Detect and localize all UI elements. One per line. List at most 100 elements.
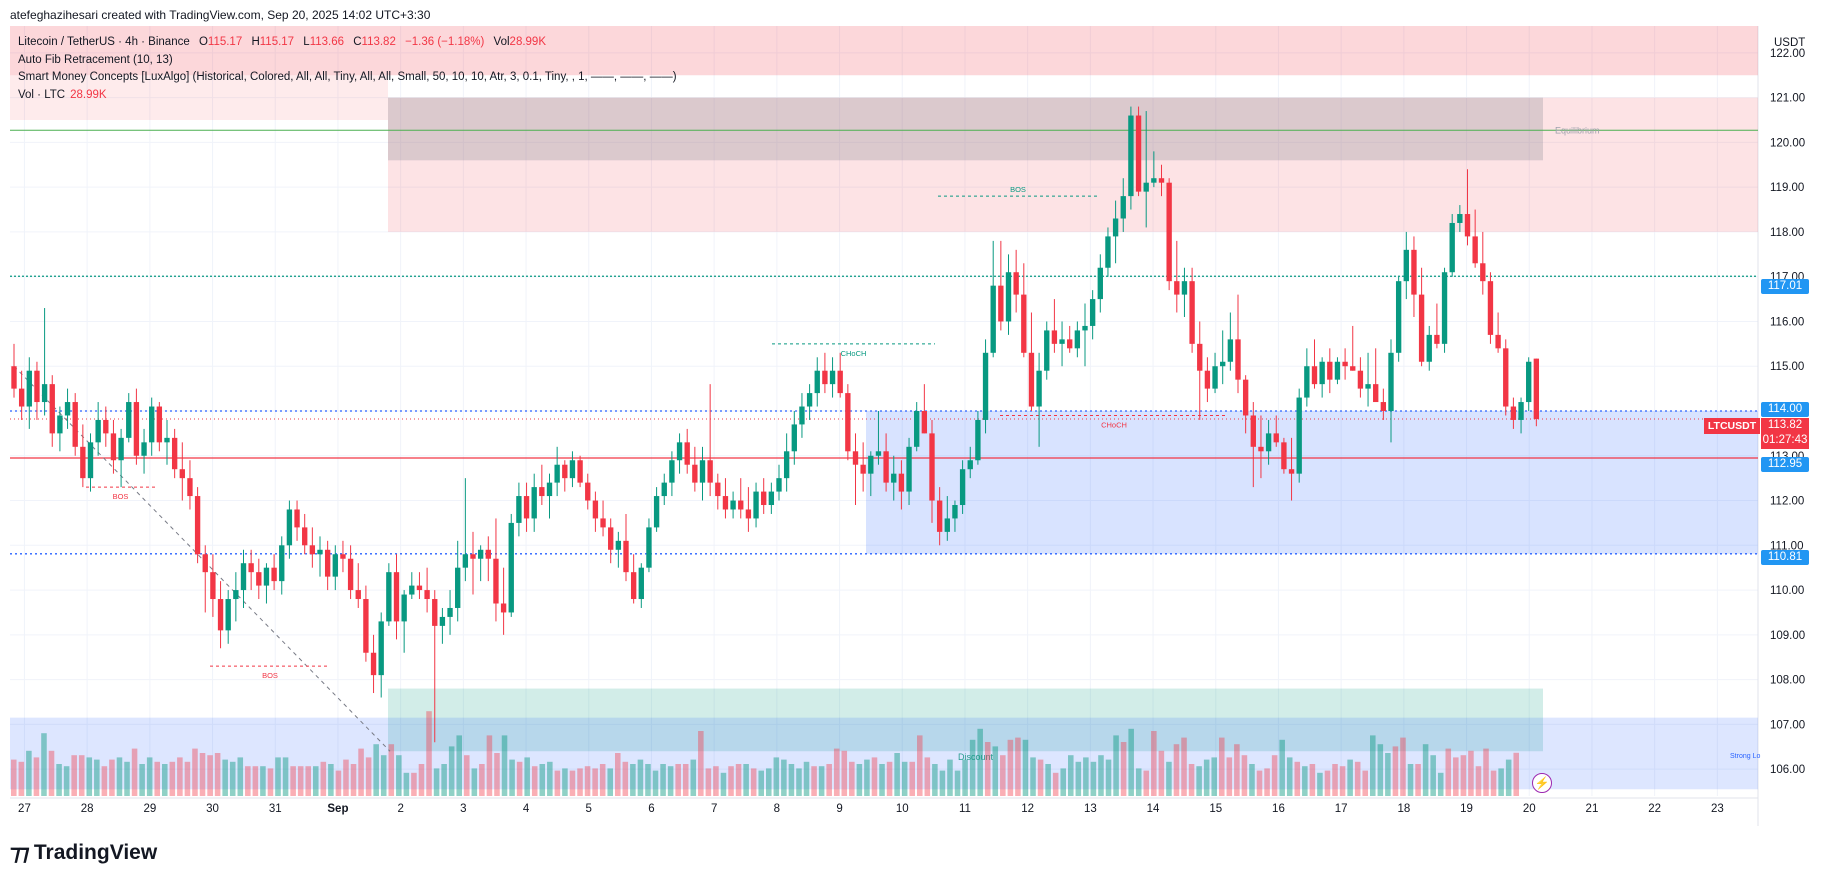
candle-body xyxy=(432,599,438,626)
legend-indicator-smc[interactable]: Smart Money Concepts [LuxAlgo] (Historic… xyxy=(18,71,677,83)
volume-bar xyxy=(139,764,145,796)
candle-body xyxy=(279,545,285,582)
tradingview-logo-icon: ⁊⁊ xyxy=(10,840,30,865)
volume-bar xyxy=(1415,764,1421,796)
candle-body xyxy=(875,451,882,456)
candle-body xyxy=(1105,236,1111,268)
legend-symbol[interactable]: Litecoin / TetherUS · 4h · Binance xyxy=(18,36,190,48)
volume-bar xyxy=(18,761,25,796)
price-tick-label: 110.00 xyxy=(1770,585,1804,597)
candle-body xyxy=(653,496,660,528)
date-tick-label: 2 xyxy=(397,803,403,815)
volume-bar xyxy=(728,766,734,796)
volume-bar xyxy=(290,766,296,796)
candle-body xyxy=(141,442,147,456)
volume-bar xyxy=(1362,770,1368,796)
date-tick-label: 5 xyxy=(586,803,592,815)
legend-indicator-fib[interactable]: Auto Fib Retracement (10, 13) xyxy=(18,53,173,66)
volume-bar xyxy=(1128,728,1134,796)
candle-body xyxy=(554,464,560,483)
volume-bar xyxy=(1317,772,1323,796)
volume-bar xyxy=(962,759,968,796)
candle-body xyxy=(944,518,950,532)
volume-bar xyxy=(1105,759,1112,796)
volume-bar xyxy=(1460,755,1467,796)
date-tick-label: 3 xyxy=(460,803,466,815)
candle-body xyxy=(477,549,484,559)
candle-body xyxy=(386,572,392,622)
volume-bar xyxy=(969,739,976,796)
candle-body xyxy=(103,419,109,434)
volume-bar xyxy=(1075,761,1082,796)
volume-bar xyxy=(743,764,749,796)
candle-body xyxy=(1143,182,1149,192)
candle-body xyxy=(233,590,239,600)
candle-body xyxy=(615,540,622,550)
volume-bar xyxy=(788,764,795,796)
volume-bar xyxy=(433,768,440,796)
legend-c-label: C xyxy=(353,36,362,48)
discount-label: Discount xyxy=(958,752,994,762)
candle-body xyxy=(370,652,377,676)
candle-body xyxy=(1013,272,1019,295)
candle-body xyxy=(256,572,262,586)
volume-bar xyxy=(947,759,953,796)
legend-volume-row[interactable]: Vol · LTC 28.99K xyxy=(18,87,677,105)
volume-bar xyxy=(841,750,848,796)
candle-body xyxy=(967,460,973,470)
candle-body xyxy=(1495,334,1501,349)
lightning-icon[interactable]: ⚡ xyxy=(1532,773,1552,793)
candle-body xyxy=(959,469,966,506)
volume-bar xyxy=(1422,744,1429,796)
volume-bar xyxy=(267,768,274,796)
volume-bar xyxy=(441,764,447,796)
volume-bar xyxy=(1430,755,1436,796)
currency-label[interactable]: USDT xyxy=(1774,37,1806,49)
candle-body xyxy=(684,442,690,465)
candle-body xyxy=(462,554,469,568)
chart-area[interactable]: 106.00 107.00 108.00 109.00 110.00 111.00 112.… xyxy=(0,26,1835,826)
candle-body xyxy=(516,496,522,523)
price-tick-label: 107.00 xyxy=(1770,719,1805,731)
candle-body xyxy=(1258,446,1264,452)
volume-bar xyxy=(1052,772,1059,796)
candle-body xyxy=(661,482,667,497)
candle-body xyxy=(623,540,629,573)
volume-bar xyxy=(464,755,470,796)
price-tick-label: 116.00 xyxy=(1770,316,1804,328)
volume-bar xyxy=(101,766,108,796)
candle-body xyxy=(852,451,859,465)
volume-bar xyxy=(222,759,228,796)
volume-bar xyxy=(1030,757,1036,796)
candle-body xyxy=(975,419,981,461)
candle-body xyxy=(569,460,576,479)
candle-body xyxy=(118,437,124,461)
tradingview-logo[interactable]: ⁊⁊ TradingView xyxy=(10,840,157,866)
candle-body xyxy=(263,567,270,586)
price-tag-114: 114.00 xyxy=(1761,402,1809,417)
candle-body xyxy=(1350,366,1356,371)
volume-bar xyxy=(358,748,364,796)
legend-close: 113.82 xyxy=(361,36,396,48)
price-tick-label: 122.00 xyxy=(1770,48,1805,60)
price-tick-label: 121.00 xyxy=(1770,93,1805,105)
volume-bar xyxy=(26,750,32,796)
volume-bar xyxy=(713,766,719,796)
candle-body xyxy=(1503,348,1509,407)
volume-bar xyxy=(282,757,289,796)
candle-body xyxy=(57,415,63,434)
candle-body xyxy=(470,554,476,559)
volume-bar xyxy=(796,768,802,796)
volume-bar xyxy=(886,761,893,796)
candle-body xyxy=(1311,366,1318,385)
price-tick-label: 106.00 xyxy=(1770,764,1805,776)
volume-bar xyxy=(1007,739,1014,796)
candle-body xyxy=(179,469,185,479)
candle-body xyxy=(1434,334,1440,344)
volume-bar xyxy=(1000,755,1006,796)
legend-vol-ltc-label: Vol · LTC xyxy=(18,88,66,101)
volume-bar xyxy=(615,753,621,796)
price-chart[interactable]: 106.00 107.00 108.00 109.00 110.00 111.00 112.… xyxy=(0,26,1835,826)
date-tick-label: 22 xyxy=(1648,803,1661,815)
date-tick-label: 21 xyxy=(1586,803,1599,815)
